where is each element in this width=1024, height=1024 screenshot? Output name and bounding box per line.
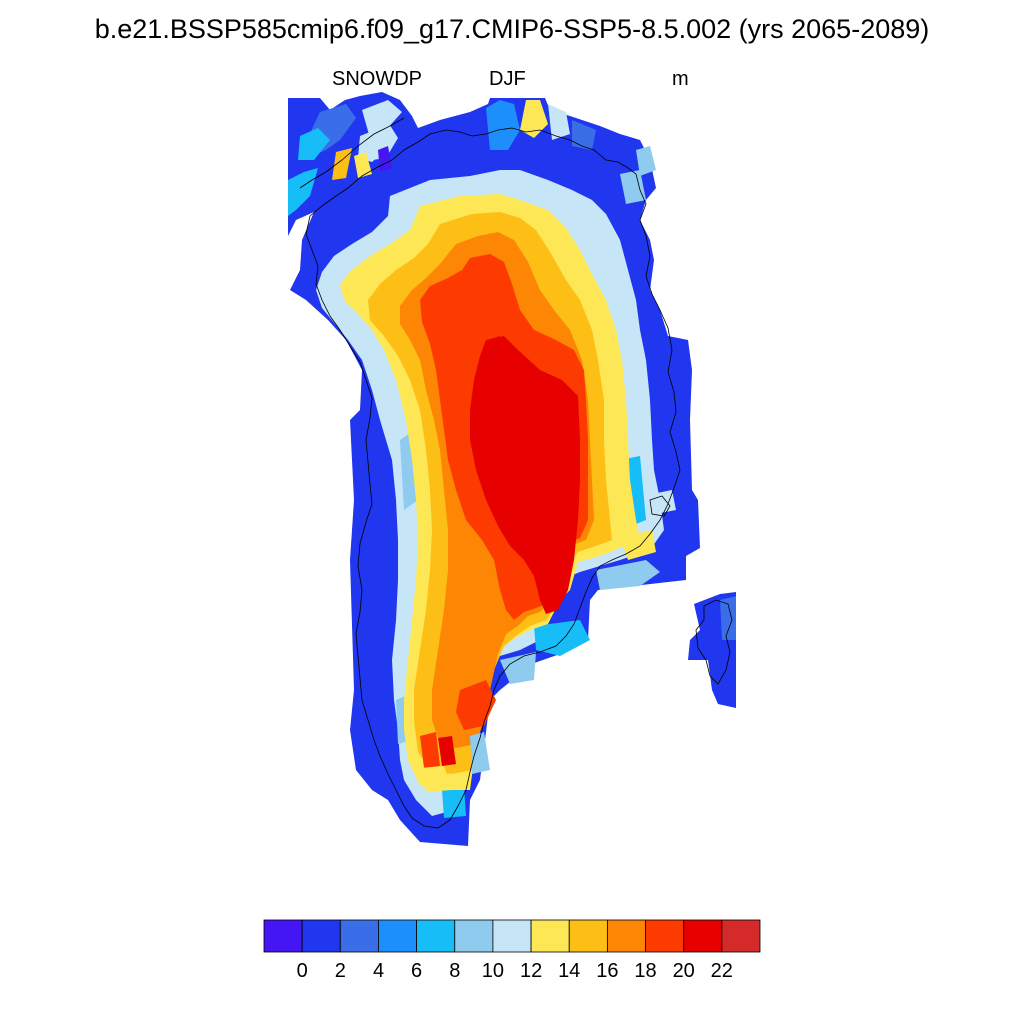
snow-depth-cell: [354, 152, 372, 178]
colorbar-tick-label: 16: [596, 960, 619, 982]
snow-depth-cell: [298, 128, 330, 160]
snow-depth-cell: [362, 100, 402, 138]
snow-depth-cell: [636, 146, 656, 176]
colorbar-tick-label: 14: [558, 960, 581, 982]
colorbar-tick-label: 2: [334, 960, 346, 982]
plot-title: b.e21.BSSP585cmip6.f09_g17.CMIP6-SSP5-8.…: [94, 14, 930, 44]
colorbar-box: [339, 919, 379, 953]
snow-depth-cell: [500, 652, 536, 684]
coastline-segment: [309, 127, 637, 217]
snow-depth-cell: [486, 100, 520, 150]
snow-depth-cell: [438, 736, 456, 766]
snow-depth-cell: [596, 560, 660, 590]
snow-depth-cell: [572, 120, 596, 150]
colorbar-box: [301, 919, 341, 953]
snow-depth-cell: [420, 732, 440, 768]
variable-label: SNOWDP: [332, 68, 422, 90]
colorbar-box: [645, 919, 685, 953]
colorbar-box: [683, 919, 723, 953]
season-label: DJF: [489, 68, 526, 90]
colorbar-box: [263, 919, 303, 953]
snow-depth-field: [288, 92, 736, 846]
snow-depth-cell: [288, 168, 318, 216]
snow-depth-cell: [442, 786, 466, 818]
colorbar-box: [606, 919, 646, 953]
coastline: [299, 117, 733, 829]
snow-depth-region-max: [470, 336, 580, 614]
coastline-segment: [299, 117, 405, 189]
colorbar-tick-label: 22: [710, 960, 733, 982]
colorbar-tick-label: 20: [672, 960, 695, 982]
colorbar-tick-label: 4: [372, 960, 385, 982]
colorbar-box: [530, 919, 570, 953]
colorbar-tick-label: 18: [634, 960, 657, 982]
colorbar-box: [378, 919, 418, 953]
units-label: m: [672, 68, 689, 90]
snow-depth-cell: [548, 104, 570, 140]
coastline-segment: [305, 173, 681, 829]
colorbar-box: [492, 919, 532, 953]
colorbar-box: [721, 919, 761, 953]
snow-depth-cell: [488, 336, 504, 370]
colorbar-tick-label: 10: [481, 960, 505, 982]
snow-depth-cell: [620, 170, 646, 204]
snow-depth-cell: [534, 620, 590, 656]
island-cell: [720, 596, 736, 640]
snow-depth-cell: [470, 732, 490, 774]
colorbar-tick-label: 6: [411, 960, 423, 982]
colorbar-tick-label: 0: [296, 960, 308, 982]
colorbar-box: [454, 919, 494, 953]
snow-depth-cell: [420, 766, 452, 792]
snow-depth-cell: [652, 490, 676, 514]
coastline-segment: [649, 495, 671, 517]
colorbar-box: [568, 919, 608, 953]
colorbar-box: [416, 919, 456, 953]
island-coastline: [695, 599, 733, 685]
snow-depth-region-low: [288, 98, 318, 140]
colorbar-tick-label: 8: [449, 960, 461, 982]
colorbar-tick-label: 12: [519, 960, 543, 982]
snow-depth-cell: [520, 100, 548, 138]
